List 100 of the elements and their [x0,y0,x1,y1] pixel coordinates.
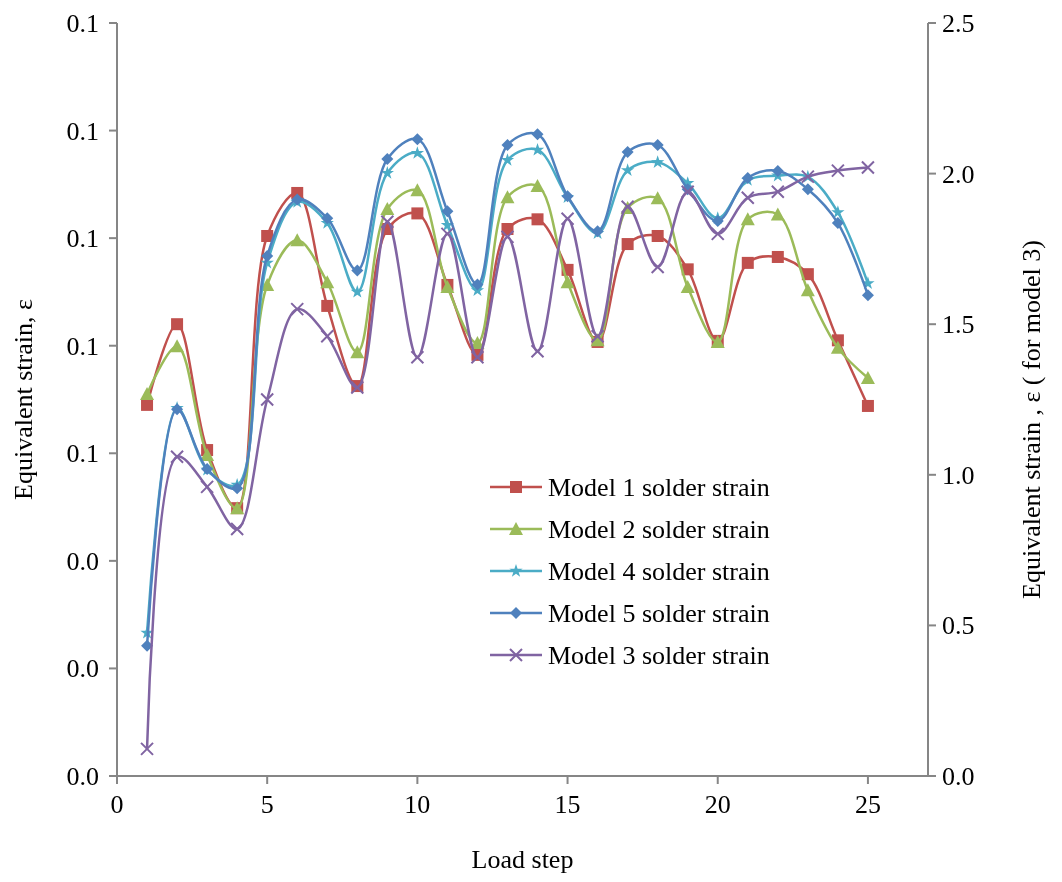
y-tick-label: 0.1 [66,439,99,469]
point [861,289,874,302]
legend-label: Model 2 solder strain [548,515,770,544]
point [680,280,695,294]
point [530,178,545,192]
point [380,202,395,216]
point [231,482,244,495]
point [230,522,245,537]
legend-label: Model 5 solder strain [548,599,770,628]
point [381,153,394,166]
point [290,233,305,247]
point [860,370,875,384]
point [170,449,185,464]
point [830,163,845,178]
point [380,214,395,229]
point [140,387,155,401]
point [681,263,694,276]
point [500,190,515,204]
point [321,299,334,312]
point [531,213,544,226]
point [321,212,334,225]
x-tick-label: 5 [260,790,274,819]
point [710,226,725,241]
point [800,283,815,297]
y2-tick-label: 0.0 [942,762,975,791]
point [531,128,544,141]
point [410,350,425,365]
point [650,259,665,274]
point [411,207,424,220]
point [140,741,155,756]
point [261,229,274,242]
y2-tick-label: 0.5 [942,611,975,641]
y-tick-label: 0.1 [66,116,99,146]
x-tick-label: 20 [704,790,731,819]
point [651,139,664,152]
x-tick-label: 25 [854,790,881,819]
point [200,447,215,461]
point [410,146,425,159]
y-tick-label: 0.1 [66,224,99,254]
point [350,284,364,298]
x-tick-label: 10 [404,790,431,819]
legend-label: Model 3 solder strain [548,641,770,670]
point [830,340,845,354]
point [411,133,424,146]
point [741,256,754,269]
point [651,229,664,242]
point [320,275,335,289]
point [380,166,394,179]
point [171,318,184,331]
point [771,164,784,177]
point [770,184,785,199]
point [530,344,545,359]
point [770,207,785,221]
y2-tick-label: 2.5 [942,9,975,38]
point [801,183,814,196]
point [471,278,484,291]
point [831,205,845,218]
point [320,329,335,344]
y-axis-title: Equivalent strain, ε [9,299,38,500]
point [200,479,215,494]
point [170,339,185,353]
point [351,264,364,277]
point [410,183,425,197]
y-tick-label: 0.0 [66,762,99,791]
point [441,205,454,218]
point [860,160,875,175]
point [831,217,844,230]
legend-label: Model 4 solder strain [548,557,770,586]
point [560,275,575,289]
x-tick-label: 15 [554,790,581,819]
y2-tick-label: 1.0 [942,460,975,490]
y-tick-label: 0.0 [66,654,99,684]
y-tick-label: 0.1 [66,9,99,38]
point [771,250,784,263]
point [560,211,575,226]
point [261,249,274,262]
point [500,153,515,166]
y-tick-label: 0.1 [66,331,99,361]
point [260,392,275,407]
point [530,142,545,156]
point [861,399,874,412]
y2-tick-label: 2.0 [942,159,975,189]
point [651,155,665,168]
point [620,163,635,177]
point [740,212,755,226]
point [500,229,515,244]
x-tick-label: 0 [110,790,124,819]
point [650,191,665,205]
y2-axis-title: Equivalent strain , ε ( for model 3) [1017,240,1046,599]
point [740,190,755,205]
point [590,329,605,344]
point [621,238,634,251]
point [440,226,455,241]
point [621,146,634,159]
y-tick-label: 0.0 [66,546,99,576]
point [501,139,514,152]
point [290,302,305,317]
y2-tick-label: 1.5 [942,310,975,340]
x-axis-title: Load step [471,845,574,874]
point [350,345,365,359]
